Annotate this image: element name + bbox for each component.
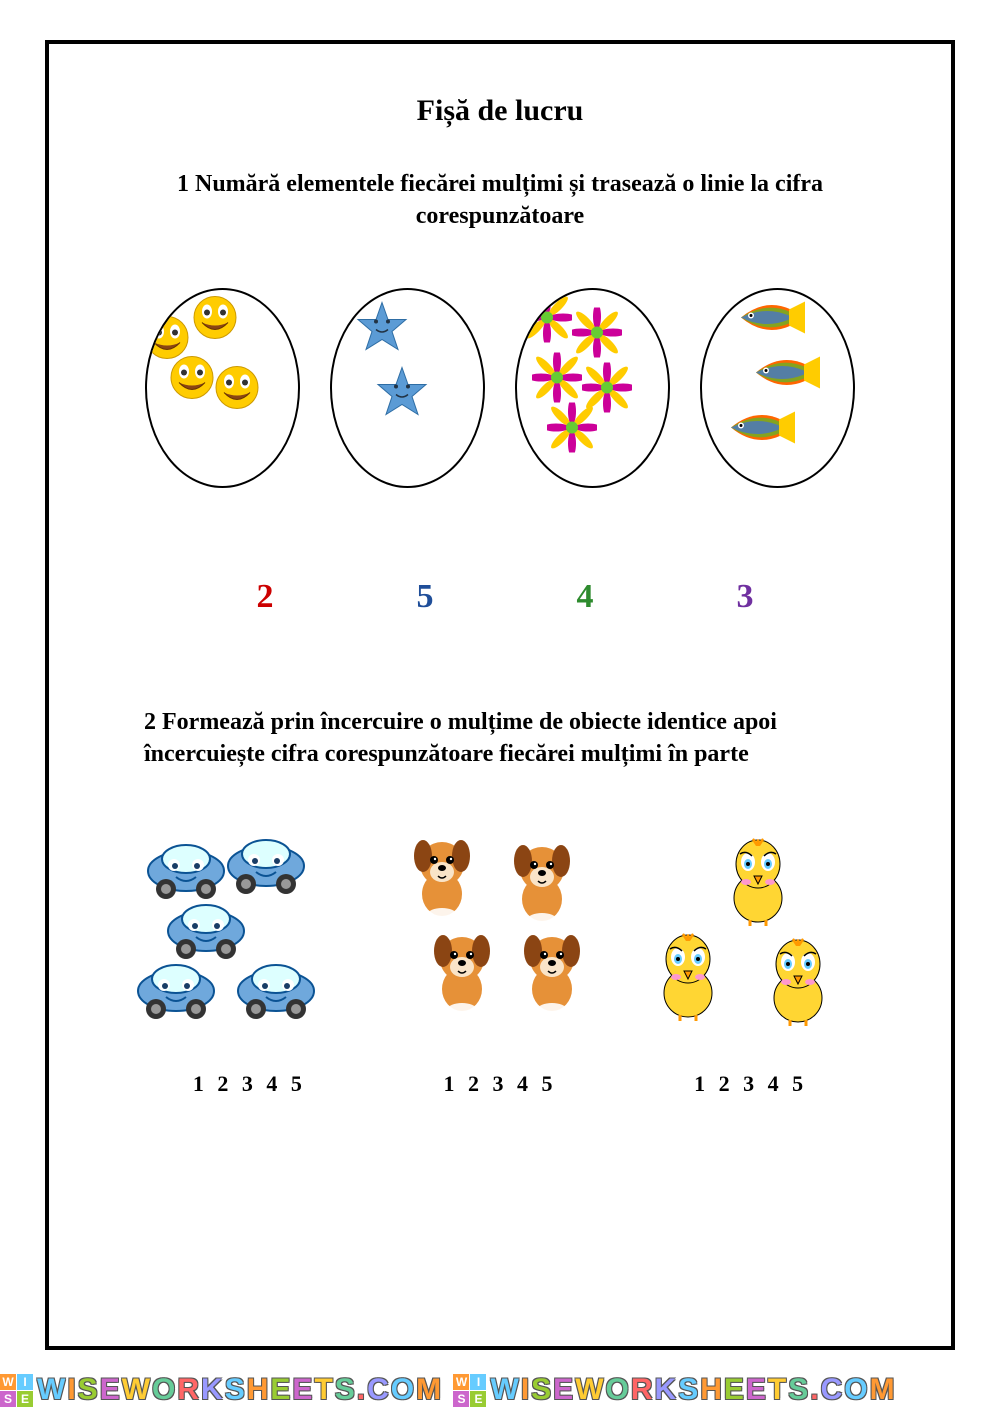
number-options: 1 2 3 4 5 xyxy=(385,1071,615,1097)
number-options: 1 2 3 4 5 xyxy=(636,1071,866,1097)
exercise-1-sets xyxy=(104,288,896,488)
smiley-icon xyxy=(169,354,215,405)
chick-icon xyxy=(756,936,841,1031)
dog-icon xyxy=(405,836,480,926)
starfish-icon xyxy=(354,299,410,360)
answer-number: 4 xyxy=(570,578,600,616)
page-frame: Fișă de lucru 1 Numără elementele fiecăr… xyxy=(45,40,955,1350)
car-icon xyxy=(224,836,309,901)
exercise-2-options: 1 2 3 4 5 1 2 3 4 5 1 2 3 4 5 xyxy=(124,1071,876,1097)
chick-icon xyxy=(646,931,731,1026)
car-icon xyxy=(144,841,229,906)
worksheet-page: Fișă de lucru 1 Numără elementele fiecăr… xyxy=(0,0,1000,1413)
flower-icon xyxy=(532,352,582,407)
number-options: 1 2 3 4 5 xyxy=(134,1071,364,1097)
smiley-icon xyxy=(192,294,238,345)
flower-icon xyxy=(522,292,572,347)
car-icon xyxy=(164,901,249,966)
fish-icon xyxy=(727,405,797,454)
exercise-2-instruction: 2 Formează prin încercuire o mulțime de … xyxy=(144,706,856,771)
flower-icon xyxy=(547,402,597,457)
answer-number: 5 xyxy=(410,578,440,616)
car-icon xyxy=(234,961,319,1026)
chick-icon xyxy=(716,836,801,931)
car-icon xyxy=(134,961,219,1026)
set-oval-flower xyxy=(515,288,670,488)
fish-icon xyxy=(737,295,807,344)
exercise-1-instruction: 1 Numără elementele fiecărei mulțimi și … xyxy=(144,168,856,233)
exercise-2-groups xyxy=(124,831,876,1031)
group-dog xyxy=(385,831,615,1031)
set-oval-starfish xyxy=(330,288,485,488)
set-oval-smiley xyxy=(145,288,300,488)
starfish-icon xyxy=(374,364,430,425)
set-oval-fish xyxy=(700,288,855,488)
answer-number: 3 xyxy=(730,578,760,616)
smiley-icon xyxy=(214,364,260,415)
watermark: WISEWISEWORKSHEETS.COM WISEWISEWORKSHEET… xyxy=(0,1360,1000,1408)
dog-icon xyxy=(515,931,590,1021)
exercise-1-numbers: 2 5 4 3 xyxy=(114,578,896,616)
group-chick xyxy=(636,831,866,1031)
group-car xyxy=(134,831,364,1031)
dog-icon xyxy=(425,931,500,1021)
fish-icon xyxy=(752,350,822,399)
dog-icon xyxy=(505,841,580,931)
page-title: Fișă de lucru xyxy=(104,94,896,128)
answer-number: 2 xyxy=(250,578,280,616)
